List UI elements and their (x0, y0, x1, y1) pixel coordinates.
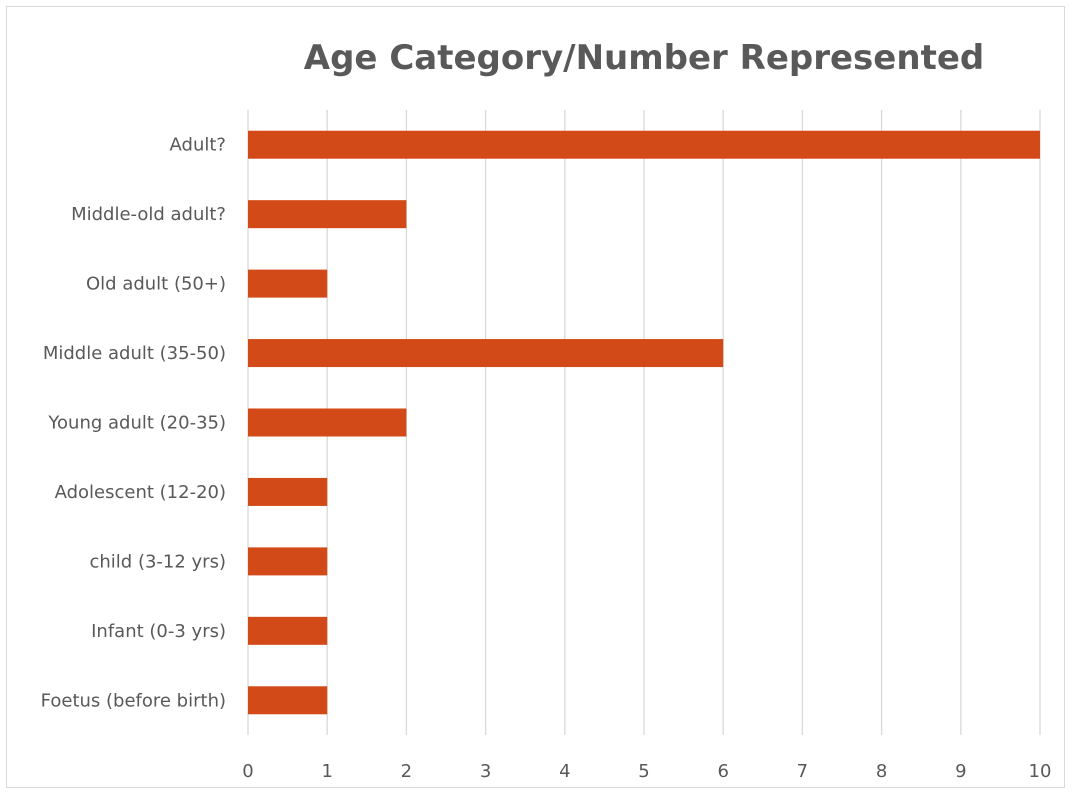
x-tick-label: 3 (480, 761, 491, 782)
x-tick-label: 0 (242, 761, 253, 782)
category-label: Middle-old adult? (71, 204, 226, 225)
category-label: child (3-12 yrs) (89, 551, 226, 572)
x-tick-label: 6 (717, 761, 728, 782)
category-label: Foetus (before birth) (41, 690, 226, 711)
category-label: Adolescent (12-20) (55, 482, 226, 503)
bar (248, 477, 328, 506)
bar (248, 408, 407, 437)
bar (248, 200, 407, 229)
category-label: Adult? (170, 135, 226, 156)
x-tick-label: 10 (1029, 761, 1052, 782)
gridlines (247, 110, 1041, 735)
category-label: Young adult (20-35) (47, 413, 226, 434)
x-tick-label: 8 (876, 761, 887, 782)
category-label: Old adult (50+) (86, 274, 226, 295)
bar (248, 130, 1040, 159)
category-label: Middle adult (35-50) (43, 343, 226, 364)
bars (248, 130, 1040, 715)
x-tick-label: 5 (638, 761, 649, 782)
bar (248, 686, 328, 715)
x-tick-label: 7 (797, 761, 808, 782)
x-tick-label: 4 (559, 761, 570, 782)
chart-title: Age Category/Number Represented (303, 38, 985, 78)
bar (248, 616, 328, 645)
x-tick-label: 2 (401, 761, 412, 782)
x-tick-label: 9 (955, 761, 966, 782)
category-axis-labels: Adult? Middle-old adult? Old adult (50+) Mi… (41, 135, 226, 712)
category-label: Infant (0-3 yrs) (91, 621, 226, 642)
bar (248, 269, 328, 298)
bar (248, 547, 328, 576)
x-tick-label: 1 (321, 761, 332, 782)
bar (248, 339, 724, 368)
value-axis-labels: 0 1 2 3 4 5 6 7 8 9 10 (242, 761, 1051, 782)
